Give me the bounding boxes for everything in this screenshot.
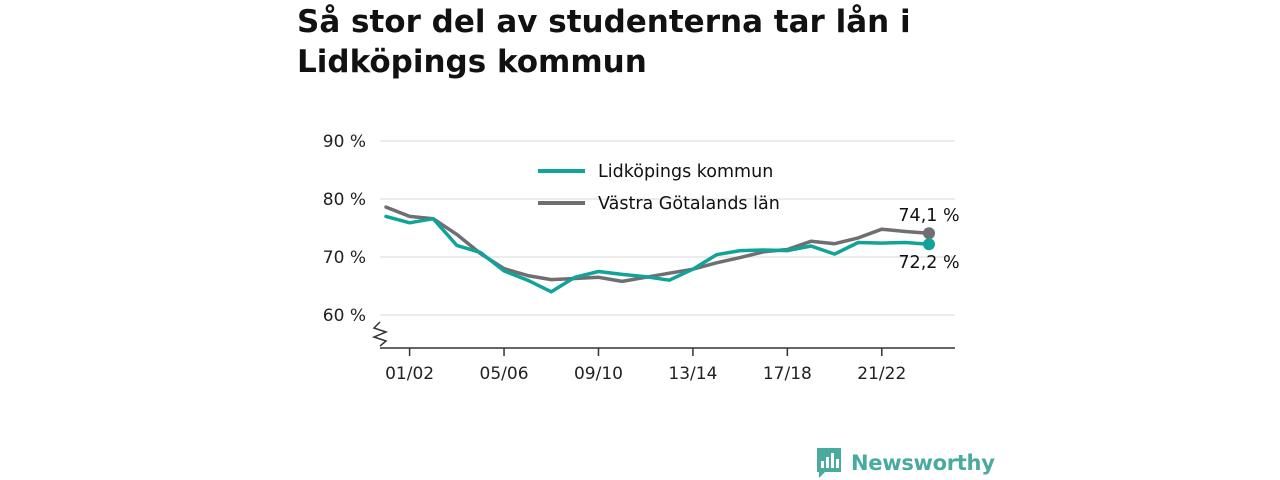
y-tick-label: 70 % [323, 248, 366, 268]
x-tick-label: 05/06 [480, 364, 529, 384]
series-lines [384, 205, 935, 294]
y-tick-label: 80 % [323, 190, 366, 210]
x-axis: 01/02 05/06 09/10 13/14 17/18 21/22 [371, 321, 955, 384]
x-tick-label: 09/10 [574, 364, 623, 384]
end-labels: 72,2 % 74,1 % [898, 206, 959, 273]
legend-label: Västra Götalands län [598, 194, 780, 214]
legend-label: Lidköpings kommun [598, 162, 773, 182]
series-line [384, 214, 931, 294]
legend: Lidköpings kommun Västra Götalands län [538, 162, 780, 214]
x-tick-label: 21/22 [857, 364, 906, 384]
x-tick-label: 13/14 [668, 364, 717, 384]
grid-lines [380, 140, 955, 316]
y-tick-label: 60 % [323, 306, 366, 326]
series-line [384, 205, 931, 284]
brand-name: Newsworthy [851, 451, 995, 475]
series-end-point [923, 238, 935, 251]
x-tick-label: 17/18 [763, 364, 812, 384]
brand-logo: Newsworthy [815, 446, 995, 480]
series-end-label: 72,2 % [898, 253, 959, 273]
chart-title: Så stor del av studenterna tar lån i Lid… [297, 4, 911, 80]
y-tick-label: 90 % [323, 132, 366, 152]
series-end-point [923, 227, 935, 240]
axis-break-icon [371, 321, 389, 347]
x-tick-label: 01/02 [385, 364, 434, 384]
series-end-label: 74,1 % [898, 206, 959, 226]
y-axis-tick-labels: 60 % 70 % 80 % 90 % [323, 132, 366, 326]
newsworthy-logo-icon [817, 448, 841, 478]
